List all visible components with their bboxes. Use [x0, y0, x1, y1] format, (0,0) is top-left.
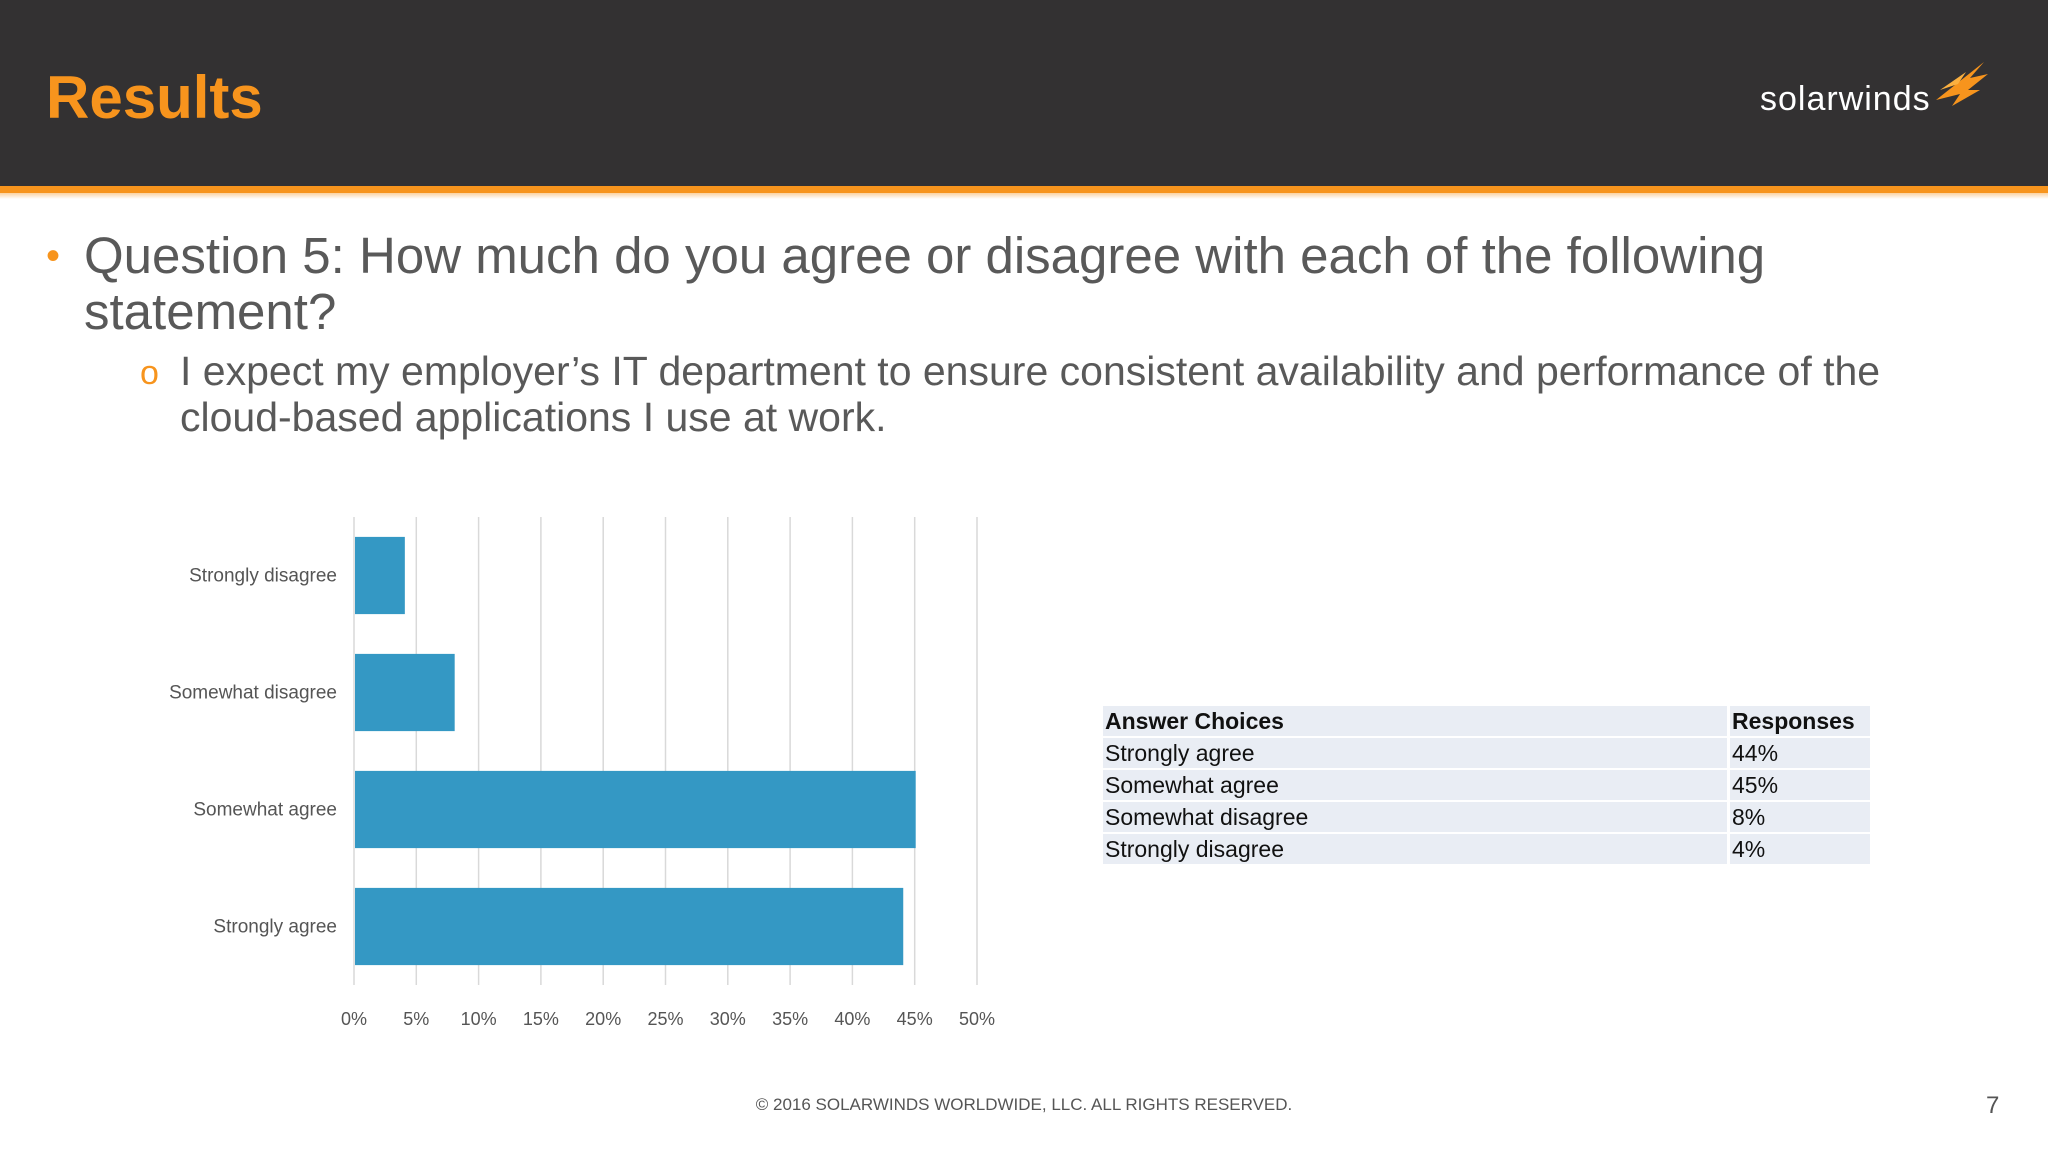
- table-cell-choice: Strongly disagree: [1103, 834, 1730, 864]
- bar: [355, 653, 455, 732]
- x-tick-label: 40%: [834, 1009, 870, 1029]
- bar: [355, 770, 916, 849]
- x-tick-label: 35%: [772, 1009, 808, 1029]
- y-category-label: Somewhat disagree: [169, 683, 337, 704]
- solarwinds-bird-icon: [1936, 62, 1988, 106]
- x-tick-label: 30%: [710, 1009, 746, 1029]
- table-header-row: Answer Choices Responses: [1103, 706, 1873, 736]
- bullet-dot-icon: •: [46, 234, 61, 278]
- x-tick-label: 20%: [585, 1009, 621, 1029]
- table-cell-response: 45%: [1730, 770, 1873, 800]
- solarwinds-logo: solarwinds: [1760, 60, 1990, 130]
- bar-chart: 0% 5% 10% 15% 20% 25% 30% 35% 40% 45% 50% Strongly …: [169, 517, 995, 1029]
- x-tick-label: 50%: [959, 1009, 995, 1029]
- header-accent-line: [0, 186, 2048, 193]
- x-tick-label: 5%: [403, 1009, 429, 1029]
- y-category-label: Strongly disagree: [189, 566, 337, 587]
- table-header-responses: Responses: [1730, 706, 1873, 736]
- table-cell-choice: Somewhat agree: [1103, 770, 1730, 800]
- table-cell-choice: Somewhat disagree: [1103, 802, 1730, 832]
- x-tick-label: 15%: [523, 1009, 559, 1029]
- logo-text: solarwinds: [1760, 80, 1931, 118]
- table-cell-choice: Strongly agree: [1103, 738, 1730, 768]
- table-row: Somewhat agree 45%: [1103, 770, 1873, 800]
- header-bar: Results solarwinds: [0, 0, 2048, 186]
- responses-table: Answer Choices Responses Strongly agree …: [1103, 704, 1873, 866]
- table-header-answer-choices: Answer Choices: [1103, 706, 1730, 736]
- page-title: Results: [46, 64, 263, 131]
- statement-text: I expect my employer’s IT department to …: [180, 348, 1881, 440]
- y-category-label: Somewhat agree: [193, 800, 337, 821]
- table-cell-response: 4%: [1730, 834, 1873, 864]
- question-text: Question 5: How much do you agree or dis…: [84, 227, 1766, 340]
- hollow-circle-icon: o: [140, 354, 159, 392]
- table-cell-response: 8%: [1730, 802, 1873, 832]
- header-accent-fade: [0, 193, 2048, 199]
- copyright-footer: © 2016 SOLARWINDS WORLDWIDE, LLC. ALL RI…: [755, 1095, 1293, 1114]
- x-tick-label: 25%: [647, 1009, 683, 1029]
- table-row: Somewhat disagree 8%: [1103, 802, 1873, 832]
- bar: [355, 887, 904, 966]
- table-row: Strongly agree 44%: [1103, 738, 1873, 768]
- table-cell-response: 44%: [1730, 738, 1873, 768]
- table-row: Strongly disagree 4%: [1103, 834, 1873, 864]
- y-category-label: Strongly agree: [213, 917, 337, 938]
- bar: [355, 536, 405, 615]
- x-tick-label: 10%: [461, 1009, 497, 1029]
- x-tick-label: 0%: [341, 1009, 367, 1029]
- page-number: 7: [1986, 1092, 2000, 1119]
- x-tick-label: 45%: [897, 1009, 933, 1029]
